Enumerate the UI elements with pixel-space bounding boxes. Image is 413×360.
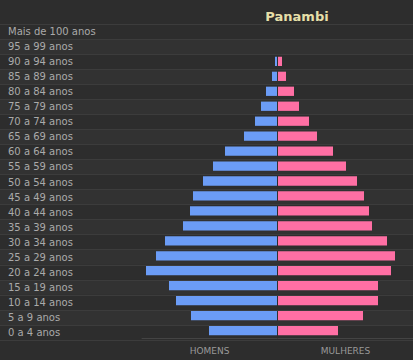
svg-text:30 a 34 anos: 30 a 34 anos — [8, 237, 73, 248]
svg-text:10 a 14 anos: 10 a 14 anos — [8, 297, 73, 308]
svg-text:5 a 9 anos: 5 a 9 anos — [8, 312, 60, 323]
svg-text:25 a 29 anos: 25 a 29 anos — [8, 252, 73, 263]
svg-text:95 a 99 anos: 95 a 99 anos — [8, 41, 73, 52]
svg-text:Panambi: Panambi — [265, 9, 328, 24]
svg-text:40 a 44 anos: 40 a 44 anos — [8, 207, 73, 218]
svg-text:55 a 59 anos: 55 a 59 anos — [8, 161, 73, 172]
svg-text:65 a 69 anos: 65 a 69 anos — [8, 131, 73, 142]
svg-text:45 a 49 anos: 45 a 49 anos — [8, 192, 73, 203]
svg-text:15 a 19 anos: 15 a 19 anos — [8, 282, 73, 293]
svg-text:50 a 54 anos: 50 a 54 anos — [8, 177, 73, 188]
svg-text:0 a 4 anos: 0 a 4 anos — [8, 327, 60, 338]
svg-text:HOMENS: HOMENS — [190, 346, 230, 356]
svg-text:85 a 89 anos: 85 a 89 anos — [8, 71, 73, 82]
svg-text:20 a 24 anos: 20 a 24 anos — [8, 267, 73, 278]
svg-text:35 a 39 anos: 35 a 39 anos — [8, 222, 73, 233]
svg-text:80 a 84 anos: 80 a 84 anos — [8, 86, 73, 97]
svg-text:70 a 74 anos: 70 a 74 anos — [8, 116, 73, 127]
svg-text:Mais de 100 anos: Mais de 100 anos — [8, 26, 96, 37]
svg-text:75 a 79 anos: 75 a 79 anos — [8, 101, 73, 112]
svg-text:60 a 64 anos: 60 a 64 anos — [8, 146, 73, 157]
svg-text:90 a 94 anos: 90 a 94 anos — [8, 56, 73, 67]
svg-text:MULHERES: MULHERES — [321, 346, 371, 356]
